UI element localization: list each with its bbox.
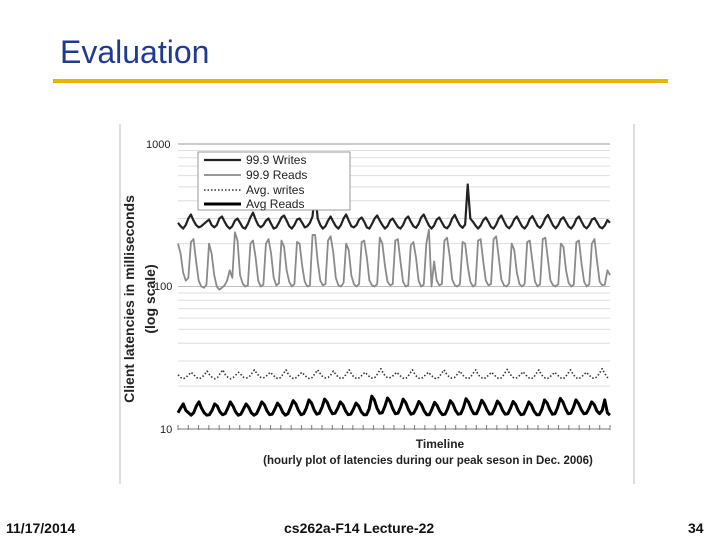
grid	[178, 150, 610, 430]
x-axis-label: Timeline	[416, 437, 465, 451]
footer-course: cs262a-F14 Lecture-22	[284, 520, 435, 536]
series-line-0	[177, 183, 611, 230]
legend-item-avg-writes: Avg. writes	[204, 183, 304, 197]
legend-item-avg-reads: Avg Reads	[204, 197, 304, 211]
x-axis-sublabel: (hourly plot of latencies during our pea…	[263, 455, 593, 467]
legend-box	[197, 151, 351, 211]
latency-line-chart: 1000 100 10 Client latencies in millisec…	[119, 124, 635, 484]
footer-date: 11/17/2014	[6, 520, 76, 536]
series-line-2	[177, 367, 610, 380]
footer-page-number: 34	[688, 520, 704, 536]
y-axis-label: Client latencies in milliseconds (log sc…	[121, 195, 158, 403]
legend-item-reads999: 99.9 Reads	[204, 168, 307, 182]
title-underline	[53, 79, 668, 83]
slide-title: Evaluation	[60, 34, 210, 70]
series-line-3	[176, 394, 612, 417]
legend-label-avg-reads: Avg Reads	[246, 197, 304, 211]
legend-label-reads999: 99.9 Reads	[246, 168, 307, 182]
series-lines	[176, 183, 612, 417]
series-line-1	[177, 228, 611, 291]
ytick-100: 100	[154, 281, 172, 293]
ytick-1000: 1000	[146, 139, 170, 151]
ytick-10: 10	[160, 424, 172, 436]
legend-label-writes999: 99.9 Writes	[246, 153, 306, 167]
y-axis-label-line2: (log scale)	[142, 264, 158, 333]
y-axis-label-line1: Client latencies in milliseconds	[121, 195, 137, 403]
legend: 99.9 Writes 99.9 Reads Avg. writes Avg R…	[197, 151, 351, 211]
legend-label-avg-writes: Avg. writes	[246, 183, 304, 197]
legend-item-writes999: 99.9 Writes	[204, 153, 306, 167]
